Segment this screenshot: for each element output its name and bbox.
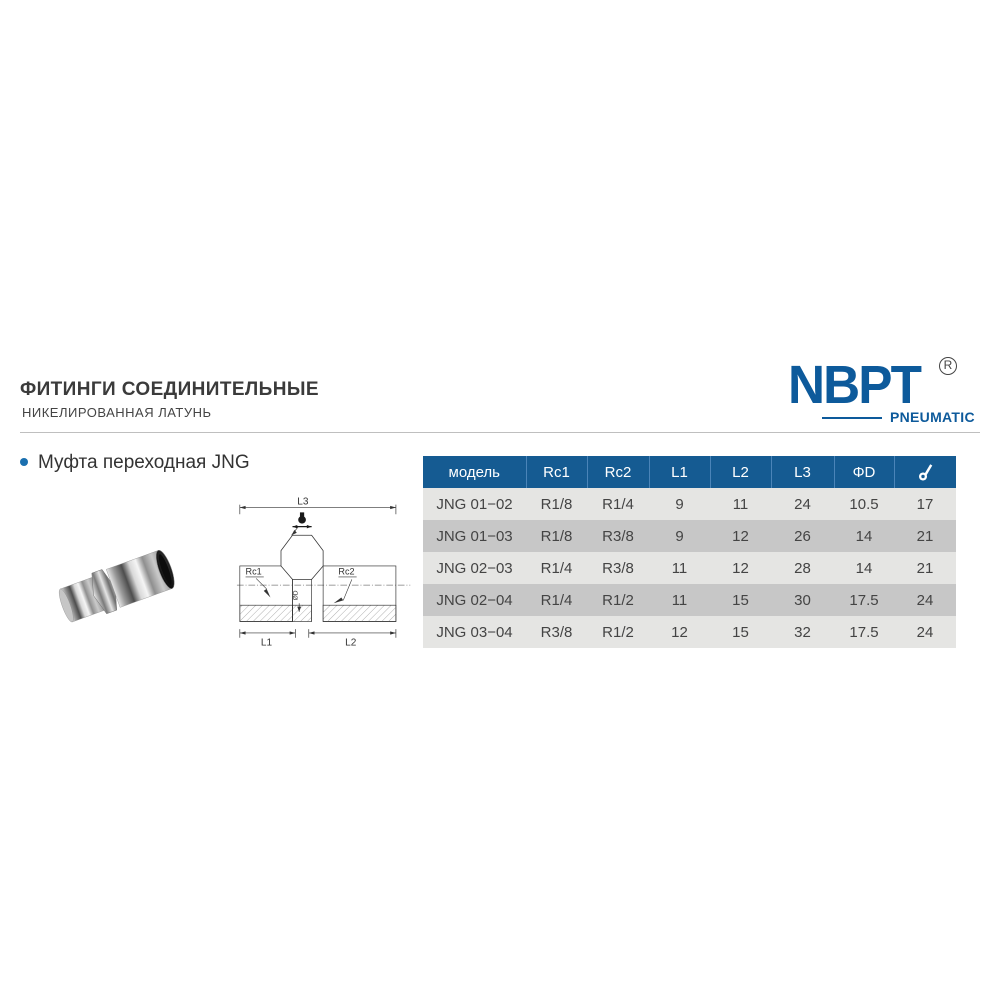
svg-text:L1: L1: [261, 637, 273, 648]
svg-text:L2: L2: [345, 637, 357, 648]
svg-text:L3: L3: [297, 497, 309, 508]
svg-text:Rc2: Rc2: [338, 567, 354, 577]
svg-text:ØD: ØD: [292, 590, 299, 600]
svg-text:Rc1: Rc1: [246, 567, 262, 577]
